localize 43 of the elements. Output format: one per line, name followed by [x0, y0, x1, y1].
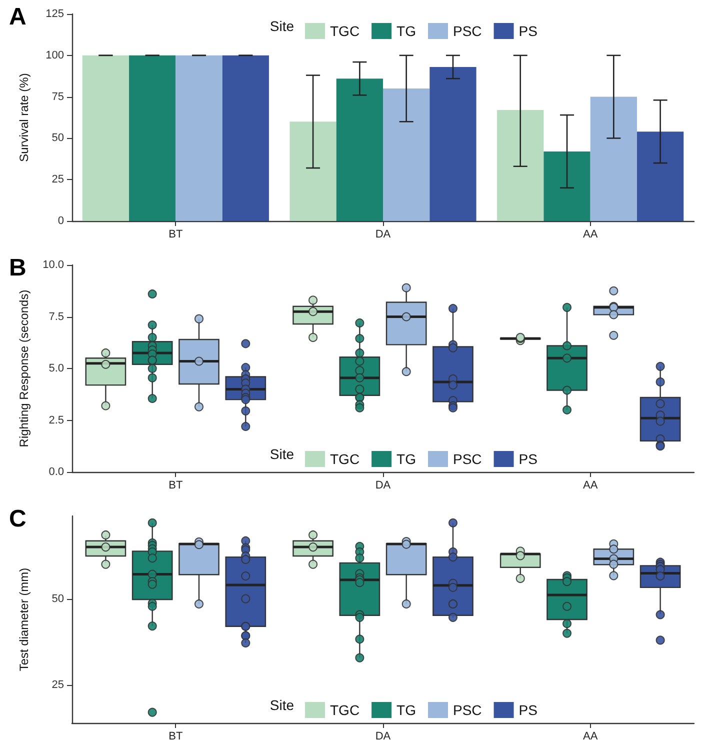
y-tick-label: 75: [52, 90, 64, 103]
y-tick-label: 125: [46, 8, 64, 20]
legend-label: TG: [396, 451, 416, 467]
y-tick-label: 25: [52, 174, 64, 186]
legend-label: PS: [518, 23, 538, 39]
x-tick-label: DA: [375, 228, 392, 240]
legend-label: PSC: [452, 451, 482, 467]
y-tick-label: 10.0: [42, 259, 64, 271]
y-axis-title: Righting Response (seconds): [17, 290, 31, 448]
legend-label: TGC: [330, 702, 360, 718]
y-tick-label: 50: [52, 132, 64, 144]
legend-label: TGC: [330, 451, 360, 467]
x-tick-label: DA: [375, 480, 392, 492]
x-tick-label: BT: [168, 228, 183, 240]
legend-label: TGC: [330, 23, 360, 39]
x-tick-label: AA: [582, 730, 598, 742]
y-tick-label: 2.5: [48, 414, 64, 426]
y-tick-label: 7.5: [48, 310, 64, 323]
x-tick-label: DA: [375, 730, 392, 742]
x-tick-label: AA: [582, 228, 598, 240]
x-tick-label: AA: [582, 480, 598, 492]
legend-title: Site: [270, 446, 294, 462]
y-tick-label: 0.0: [48, 466, 64, 478]
legend-label: TG: [396, 702, 416, 718]
y-axis-title: Test diameter (mm): [17, 568, 31, 672]
legend-label: TG: [396, 23, 416, 39]
x-tick-label: BT: [168, 480, 183, 492]
y-axis-title: Survival rate (%): [17, 73, 31, 162]
legend-title: Site: [270, 18, 294, 34]
y-tick-label: 5.0: [48, 362, 64, 374]
x-tick-label: BT: [168, 730, 183, 742]
y-tick-label: 25: [52, 679, 64, 692]
y-tick-label: 100: [46, 49, 64, 62]
y-tick-label: 50: [52, 592, 64, 605]
chart-title: C: [9, 506, 26, 532]
legend-label: PS: [518, 702, 538, 718]
chart-title: A: [9, 4, 26, 30]
legend-label: PS: [518, 451, 538, 467]
legend-title: Site: [270, 697, 294, 713]
chart-title: B: [9, 254, 26, 282]
legend-label: PSC: [452, 702, 482, 718]
y-tick-label: 0: [58, 215, 64, 227]
legend-label: PSC: [452, 23, 482, 39]
